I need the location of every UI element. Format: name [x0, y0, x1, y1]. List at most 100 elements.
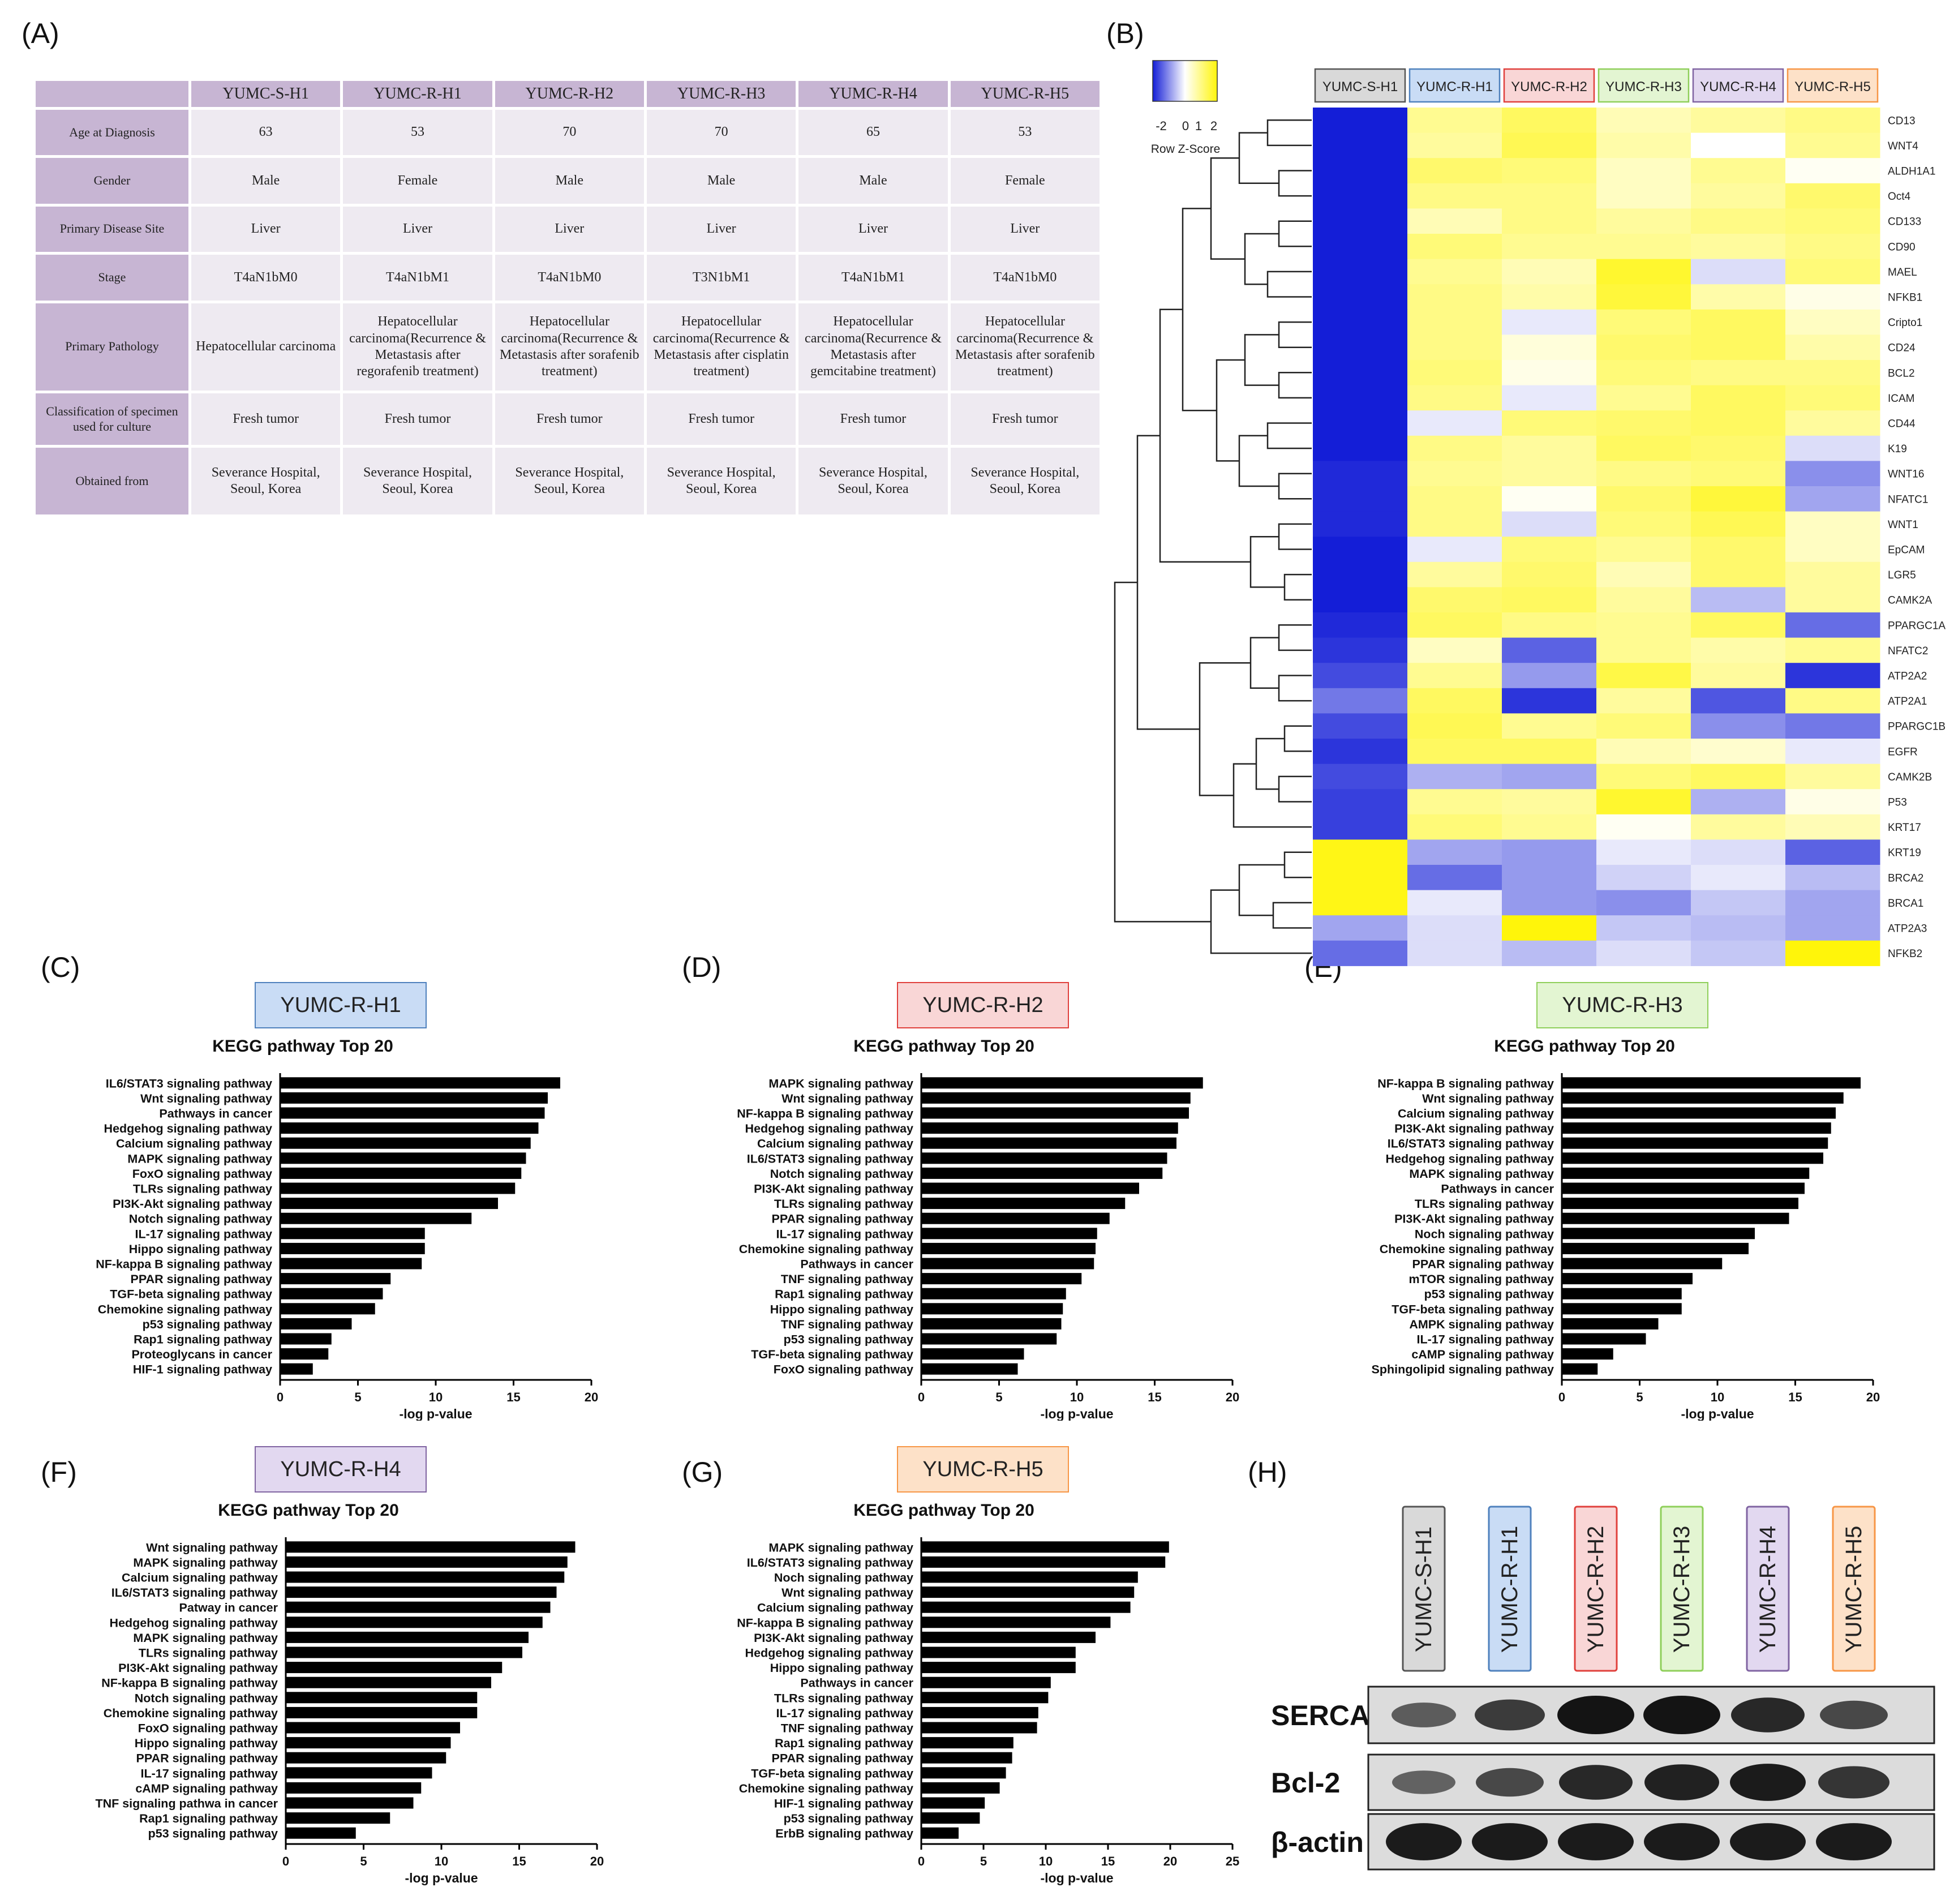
bar-label: TGF-beta signaling pathway [110, 1288, 272, 1301]
heatmap-row-label: CD24 [1888, 342, 1916, 354]
heatmap-cell [1407, 940, 1502, 966]
bar-label: TNF signaling pathway [781, 1272, 913, 1286]
blot-band [1644, 1764, 1719, 1800]
bar-label: IL6/STAT3 signaling pathway [1388, 1137, 1554, 1151]
bar [1562, 1212, 1789, 1224]
heatmap-cell [1785, 511, 1880, 537]
heatmap-cell [1596, 461, 1691, 487]
heatmap-cell [1313, 890, 1408, 916]
bar [1562, 1182, 1805, 1194]
heatmap-cell [1785, 435, 1880, 461]
heatmap-cell [1407, 839, 1502, 865]
bar [921, 1152, 1167, 1164]
heatmap-cell [1313, 486, 1408, 512]
lane-label: YUMC-R-H1 [1497, 1526, 1522, 1653]
heatmap-cell [1691, 183, 1786, 209]
bar [286, 1827, 356, 1839]
sample-box-r-h5: YUMC-R-H5 [897, 1446, 1069, 1493]
heatmap-cell [1313, 158, 1408, 184]
heatmap-cell [1596, 789, 1691, 815]
bar [921, 1122, 1178, 1134]
bar-label: Rap1 signaling pathway [139, 1812, 278, 1825]
heatmap-cell [1596, 158, 1691, 184]
heatmap-cell [1785, 890, 1880, 916]
bar-label: FoxO signaling pathway [132, 1167, 272, 1181]
bar [286, 1752, 446, 1764]
bar-label: PPAR signaling pathway [772, 1212, 914, 1226]
bar-label: Rap1 signaling pathway [775, 1288, 913, 1301]
lane-label: YUMC-R-H5 [1841, 1526, 1866, 1653]
table-row: Gender Male Female Male Male Male Female [36, 158, 1100, 204]
bar-label: TGF-beta signaling pathway [1392, 1302, 1554, 1316]
legend-tick: 2 [1210, 119, 1217, 133]
heatmap-cell [1596, 435, 1691, 461]
heatmap-cell [1502, 183, 1597, 209]
table-row-header: Classification of specimen used for cult… [36, 393, 188, 445]
bar-label: NF-kappa B signaling pathway [1377, 1077, 1554, 1090]
heatmap-cell [1502, 461, 1597, 487]
heatmap-cell [1596, 890, 1691, 916]
bar [286, 1676, 491, 1688]
heatmap-cell [1691, 461, 1786, 487]
x-axis-label: -log p-value [1040, 1871, 1113, 1885]
bar-label: Chemokine signaling pathway [739, 1242, 913, 1256]
bar [921, 1646, 1076, 1658]
bar [286, 1541, 576, 1553]
table-row: Primary Disease Site Liver Liver Liver Liver… [36, 206, 1100, 252]
panel-label-c: (C) [41, 951, 80, 983]
bar-label: Pathways in cancer [800, 1258, 913, 1271]
heatmap-cell [1407, 511, 1502, 537]
bar-label: PI3K-Akt signaling pathway [113, 1197, 272, 1211]
heatmap-cell [1313, 385, 1408, 411]
table-col-header: YUMC-R-H5 [950, 81, 1100, 107]
heatmap-cell [1502, 688, 1597, 714]
table-cell: Liver [950, 206, 1100, 252]
bar-label: Notch signaling pathway [770, 1167, 913, 1181]
bar-label: MAPK signaling pathway [133, 1631, 278, 1645]
bar-label: TLRs signaling pathway [139, 1646, 278, 1660]
table-cell: Fresh tumor [950, 393, 1100, 445]
heatmap-row-label: ICAM [1888, 393, 1915, 405]
heatmap-cell [1313, 410, 1408, 436]
bar-label: AMPK signaling pathway [1409, 1318, 1554, 1331]
heatmap-cell [1313, 284, 1408, 310]
table-cell: Severance Hospital, Seoul, Korea [191, 448, 341, 514]
table-cell: 63 [191, 109, 341, 156]
heatmap-cell [1502, 108, 1597, 134]
kegg-chart-r-h5: KEGG pathway Top 20 MAPK signaling pathwa… [737, 1501, 1239, 1885]
heatmap-cell [1502, 561, 1597, 588]
bar-label: TLRs signaling pathway [1415, 1197, 1554, 1211]
table-cell: Liver [798, 206, 948, 252]
heatmap-cell [1502, 511, 1597, 537]
bar [921, 1288, 1066, 1300]
heatmap-cell [1596, 663, 1691, 689]
heatmap-cell [1596, 713, 1691, 739]
heatmap-cell [1596, 839, 1691, 865]
bar [921, 1333, 1057, 1345]
bar-label: cAMP signaling pathway [135, 1782, 278, 1795]
western-blot: YUMC-S-H1 YUMC-R-H1 YUMC-R-H2 YUMC-R-H3 YUMC… [1271, 1506, 1935, 1871]
bar-label: ErbB signaling pathway [775, 1827, 913, 1841]
heatmap-cell [1407, 587, 1502, 613]
heatmap-row-label: CD90 [1888, 241, 1916, 253]
table-cell: 70 [646, 109, 796, 156]
heatmap-cell [1313, 713, 1408, 739]
heatmap-cell [1691, 158, 1786, 184]
blot-band [1472, 1823, 1548, 1860]
heatmap-cell [1502, 537, 1597, 563]
legend-tick: 0 [1182, 119, 1189, 133]
bar [921, 1348, 1024, 1360]
heatmap-cell [1785, 839, 1880, 865]
sample-box-r-h2: YUMC-R-H2 [897, 982, 1069, 1028]
heatmap-cell [1785, 461, 1880, 487]
bar [1562, 1107, 1836, 1119]
bar-label: PPAR signaling pathway [772, 1752, 914, 1765]
heatmap-cell [1313, 739, 1408, 765]
table-col-header: YUMC-R-H1 [343, 81, 492, 107]
heatmap-cell [1785, 132, 1880, 158]
heatmap-cell [1313, 839, 1408, 865]
heatmap-cell [1596, 612, 1691, 638]
heatmap-cell [1313, 612, 1408, 638]
table-cell: Hepatocellular carcinoma(Recurrence & Me… [798, 303, 948, 391]
bar-label: NF-kappa B signaling pathway [737, 1616, 913, 1629]
